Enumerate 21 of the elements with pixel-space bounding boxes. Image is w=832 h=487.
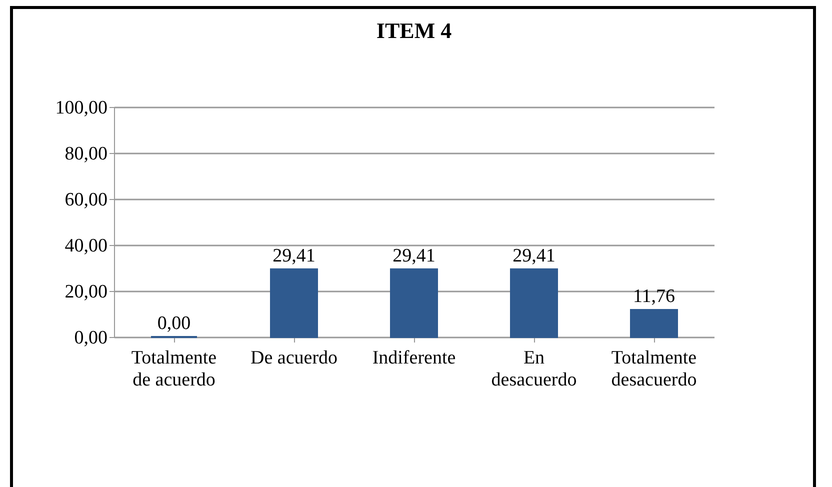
data-label: 29,41 — [272, 245, 316, 266]
y-tick-label: 20,00 — [64, 282, 108, 302]
x-tick-label: Indiferente — [372, 348, 456, 368]
data-label: 0,00 — [157, 313, 191, 334]
bar — [630, 308, 678, 338]
x-tick-label: De acuerdo — [250, 348, 338, 368]
x-tick-label: Totalmente de acuerdo — [131, 348, 217, 390]
bar — [390, 268, 438, 338]
bar — [270, 268, 318, 338]
data-label: 29,41 — [392, 245, 436, 266]
y-tick-label: 0,00 — [74, 328, 108, 348]
x-tick-label: En desacuerdo — [491, 348, 577, 390]
x-tick-label: Totalmente desacuerdo — [611, 348, 697, 390]
y-tick-label: 100,00 — [55, 98, 108, 118]
data-label: 11,76 — [632, 286, 676, 307]
y-tick-label: 60,00 — [64, 190, 108, 210]
y-tick-label: 40,00 — [64, 236, 108, 256]
data-label: 29,41 — [512, 245, 556, 266]
y-tick-label: 80,00 — [64, 144, 108, 164]
bar — [510, 268, 558, 338]
chart-title: ITEM 4 — [376, 18, 452, 43]
